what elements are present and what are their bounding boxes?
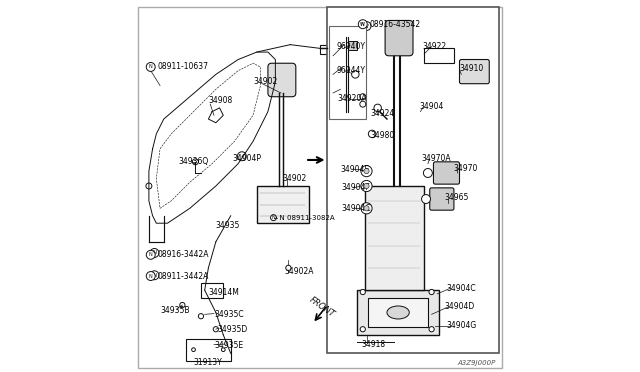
Text: 34935C: 34935C xyxy=(214,310,244,319)
Text: 96940Y: 96940Y xyxy=(337,42,365,51)
Bar xyxy=(186,339,231,361)
Circle shape xyxy=(213,327,218,332)
Bar xyxy=(365,186,424,290)
Circle shape xyxy=(191,348,195,352)
Text: 34935D: 34935D xyxy=(218,325,248,334)
Circle shape xyxy=(147,62,156,71)
Circle shape xyxy=(193,159,198,165)
Circle shape xyxy=(360,101,365,107)
Text: N: N xyxy=(361,22,365,27)
FancyBboxPatch shape xyxy=(385,20,413,56)
Circle shape xyxy=(180,302,185,308)
Bar xyxy=(330,26,367,119)
Circle shape xyxy=(237,152,246,161)
Text: 34904P: 34904P xyxy=(232,154,262,163)
Bar xyxy=(424,48,454,63)
Circle shape xyxy=(360,327,365,332)
Circle shape xyxy=(360,94,365,100)
Circle shape xyxy=(286,265,291,270)
Circle shape xyxy=(223,341,228,347)
Text: N: N xyxy=(152,273,157,278)
Text: 34908: 34908 xyxy=(209,96,233,105)
Bar xyxy=(348,41,357,50)
Text: N: N xyxy=(149,273,152,279)
Circle shape xyxy=(351,71,359,78)
Text: W: W xyxy=(360,22,365,27)
Text: 34902: 34902 xyxy=(283,174,307,183)
Text: N: N xyxy=(152,250,157,256)
Bar xyxy=(369,298,428,327)
Text: 34904C: 34904C xyxy=(342,204,371,213)
Circle shape xyxy=(424,169,433,177)
Text: A3Z9J000P: A3Z9J000P xyxy=(458,360,496,366)
Text: 08916-3442A: 08916-3442A xyxy=(157,250,209,259)
Circle shape xyxy=(361,203,372,214)
Circle shape xyxy=(429,327,434,332)
Text: 34904G: 34904G xyxy=(447,321,477,330)
Bar xyxy=(201,283,223,298)
Text: 34922: 34922 xyxy=(422,42,447,51)
Bar xyxy=(357,290,439,335)
Text: 96944Y: 96944Y xyxy=(337,66,365,75)
Text: W: W xyxy=(364,23,369,29)
Text: 34910: 34910 xyxy=(460,64,484,73)
Circle shape xyxy=(374,104,381,112)
FancyBboxPatch shape xyxy=(429,188,454,210)
Circle shape xyxy=(369,130,376,138)
Text: 34904D: 34904D xyxy=(445,302,475,311)
Circle shape xyxy=(364,183,369,189)
Text: 34924: 34924 xyxy=(371,109,395,118)
Bar xyxy=(320,45,331,54)
Bar xyxy=(257,186,309,223)
Text: 34904C: 34904C xyxy=(447,284,476,293)
Circle shape xyxy=(146,183,152,189)
Text: FRONT: FRONT xyxy=(307,295,336,319)
Circle shape xyxy=(422,195,431,203)
Text: N: N xyxy=(149,64,152,70)
Text: 34970A: 34970A xyxy=(421,154,451,163)
Circle shape xyxy=(198,314,204,319)
Circle shape xyxy=(361,166,372,177)
Text: 34904F: 34904F xyxy=(342,183,371,192)
Circle shape xyxy=(221,348,225,352)
Text: 34970: 34970 xyxy=(453,164,477,173)
Circle shape xyxy=(362,22,371,31)
Circle shape xyxy=(271,215,276,221)
Circle shape xyxy=(429,289,434,295)
Text: N 08911-3082A: N 08911-3082A xyxy=(275,215,335,221)
Circle shape xyxy=(150,248,159,257)
Text: N: N xyxy=(271,215,275,220)
FancyBboxPatch shape xyxy=(433,162,460,184)
Text: 08911-10637: 08911-10637 xyxy=(157,62,208,71)
Text: 34936Q: 34936Q xyxy=(179,157,209,166)
Circle shape xyxy=(364,169,369,174)
Text: 34965: 34965 xyxy=(445,193,469,202)
Text: 34904: 34904 xyxy=(420,102,444,110)
Circle shape xyxy=(358,20,367,29)
Bar xyxy=(328,7,499,353)
Text: 34980: 34980 xyxy=(371,131,395,140)
Circle shape xyxy=(361,180,372,192)
Text: N: N xyxy=(149,252,152,257)
Text: 34902A: 34902A xyxy=(285,267,314,276)
Ellipse shape xyxy=(387,306,409,319)
Text: 31913Y: 31913Y xyxy=(193,358,222,367)
Circle shape xyxy=(147,272,156,280)
Circle shape xyxy=(147,250,156,259)
Text: 34902: 34902 xyxy=(253,77,277,86)
Text: 34918: 34918 xyxy=(361,340,385,349)
Text: 34914M: 34914M xyxy=(209,288,239,296)
Text: 08911-3442A: 08911-3442A xyxy=(157,272,209,280)
Circle shape xyxy=(360,289,365,295)
Text: 08916-43542: 08916-43542 xyxy=(369,20,420,29)
Text: 34904E: 34904E xyxy=(340,165,369,174)
Text: 34935E: 34935E xyxy=(214,341,243,350)
FancyBboxPatch shape xyxy=(268,63,296,97)
Text: 34920A: 34920A xyxy=(338,94,367,103)
Text: 34935: 34935 xyxy=(216,221,240,230)
Circle shape xyxy=(364,206,369,211)
Text: 34935B: 34935B xyxy=(160,306,189,315)
FancyBboxPatch shape xyxy=(460,60,489,84)
Circle shape xyxy=(150,271,159,280)
